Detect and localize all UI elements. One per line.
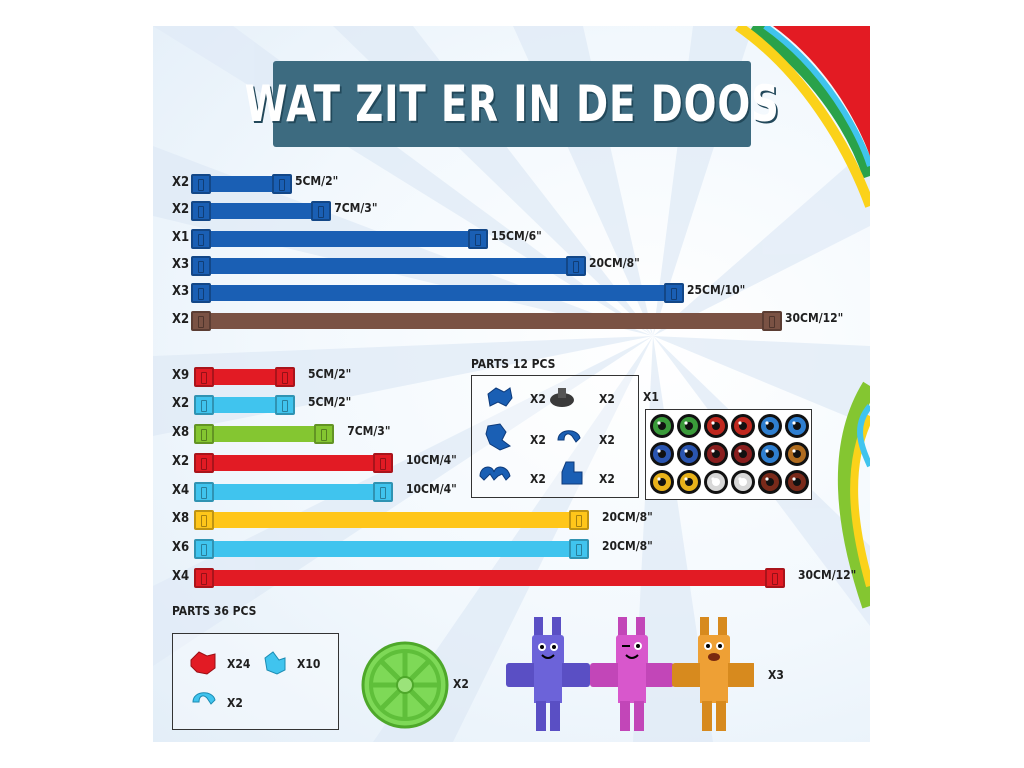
rods_bottom-length-8: 30CM/12" xyxy=(798,568,857,582)
rods_top-length-2: 7CM/3" xyxy=(334,201,378,215)
parts36-box: X24 X10 X2 xyxy=(172,633,339,730)
figures-qty: X3 xyxy=(768,668,784,682)
parts36-qty-3: X2 xyxy=(227,696,243,710)
rods_bottom-rod-2 xyxy=(194,395,295,415)
rods_top-qty-1: X2 xyxy=(172,175,190,190)
rods_top-rod-5 xyxy=(191,283,684,303)
rods_top-qty-3: X1 xyxy=(172,230,190,245)
parts12-qty-4: X2 xyxy=(599,433,615,447)
rods_top-qty-4: X3 xyxy=(172,257,190,272)
rods_top-rod-6 xyxy=(191,311,782,331)
light-blue-clip-icon xyxy=(192,692,216,705)
page-title: WAT ZIT ER IN DE DOOS xyxy=(244,75,780,133)
rods_bottom-qty-8: X4 xyxy=(172,569,190,584)
rods_bottom-length-6: 20CM/8" xyxy=(602,510,653,524)
rods_bottom-qty-6: X8 xyxy=(172,511,190,526)
parts12-qty-3: X2 xyxy=(530,433,546,447)
rods_bottom-rod-8 xyxy=(194,568,785,588)
rods_bottom-rod-3 xyxy=(194,424,335,444)
parts36-qty-1: X24 xyxy=(227,657,251,671)
rods_bottom-qty-5: X4 xyxy=(172,483,190,498)
rods_bottom-qty-4: X2 xyxy=(172,454,190,469)
parts12-label: PARTS 12 PCS xyxy=(471,357,556,371)
eyes-sheet xyxy=(645,409,812,500)
rods_bottom-qty-1: X9 xyxy=(172,368,190,383)
orange-figure-icon xyxy=(672,617,754,731)
wheel-qty: X2 xyxy=(453,677,469,691)
parts12-qty-1: X2 xyxy=(530,392,546,406)
rods_bottom-rod-7 xyxy=(194,539,589,559)
rods_bottom-qty-2: X2 xyxy=(172,396,190,411)
rods_top-qty-2: X2 xyxy=(172,202,190,217)
rods_top-length-5: 25CM/10" xyxy=(687,283,746,297)
rods_top-qty-6: X2 xyxy=(172,312,190,327)
rods_top-rod-2 xyxy=(191,201,332,221)
rods_top-length-6: 30CM/12" xyxy=(785,311,844,325)
rods_bottom-rod-4 xyxy=(194,453,393,473)
rods_bottom-length-3: 7CM/3" xyxy=(347,424,391,438)
parts12-qty-5: X2 xyxy=(530,472,546,486)
rods_bottom-length-2: 5CM/2" xyxy=(308,395,352,409)
parts12-qty-2: X2 xyxy=(599,392,615,406)
rods_bottom-length-1: 5CM/2" xyxy=(308,367,352,381)
eyes-sticker-icons xyxy=(650,414,809,494)
rods_top-rod-4 xyxy=(191,256,586,276)
rainbow-swoosh-top xyxy=(735,26,870,208)
rods_bottom-length-5: 10CM/4" xyxy=(406,482,457,496)
rods_bottom-rod-1 xyxy=(194,367,295,387)
parts36-icons xyxy=(190,651,286,705)
round-base-icon xyxy=(550,388,574,407)
rods_top-rod-3 xyxy=(191,229,488,249)
rods_bottom-length-4: 10CM/4" xyxy=(406,453,457,467)
parts12-icons xyxy=(479,387,583,485)
rods_top-length-3: 15CM/6" xyxy=(491,229,542,243)
parts36-label: PARTS 36 PCS xyxy=(172,604,257,618)
red-connector-icon xyxy=(190,651,216,675)
title-banner: WAT ZIT ER IN DE DOOS xyxy=(244,61,779,147)
rods_bottom-rod-6 xyxy=(194,510,589,530)
rods_top-length-1: 5CM/2" xyxy=(295,174,339,188)
connector-cross-icon xyxy=(485,423,512,451)
pink-figure-icon xyxy=(590,617,674,731)
parts36-qty-2: X10 xyxy=(297,657,321,671)
figures-illustration xyxy=(506,617,754,731)
rods_top-rod-1 xyxy=(191,174,292,194)
light-blue-connector-icon xyxy=(264,651,286,675)
corner-connector-icon xyxy=(561,461,583,485)
parts12-qty-6: X2 xyxy=(599,472,615,486)
rods_bottom-rod-5 xyxy=(194,482,393,502)
green-wheel-icon xyxy=(361,641,449,729)
purple-figure-icon xyxy=(506,617,590,731)
eyes-qty: X1 xyxy=(643,390,659,404)
parts12-box: X2 X2 X2 X2 X2 X2 xyxy=(471,375,639,498)
hinge-clip-icon xyxy=(557,430,581,443)
double-clip-icon xyxy=(479,466,511,481)
rods_top-length-4: 20CM/8" xyxy=(589,256,640,270)
rods_top-qty-5: X3 xyxy=(172,284,190,299)
rainbow-swoosh-right xyxy=(837,381,870,609)
connector-3way-icon xyxy=(487,387,513,407)
rods_bottom-qty-3: X8 xyxy=(172,425,190,440)
rods_bottom-qty-7: X6 xyxy=(172,540,190,555)
rods_bottom-length-7: 20CM/8" xyxy=(602,539,653,553)
